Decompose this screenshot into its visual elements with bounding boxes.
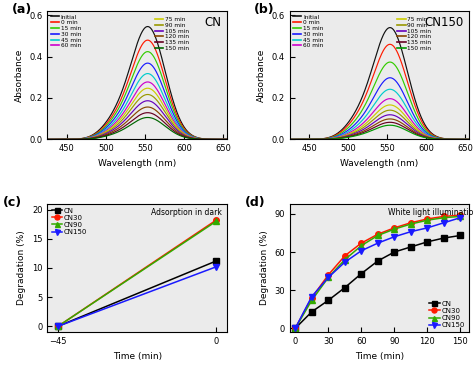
CN30 xyxy=(292,326,298,331)
CN30 xyxy=(408,220,414,225)
CN150 xyxy=(309,294,315,299)
CN150 xyxy=(326,275,331,280)
CN xyxy=(408,245,414,249)
CN150 xyxy=(392,235,397,239)
X-axis label: Time (min): Time (min) xyxy=(113,351,162,361)
X-axis label: Wavelength (nm): Wavelength (nm) xyxy=(98,159,176,168)
Line: CN150: CN150 xyxy=(292,215,463,331)
Text: Adsorption in dark: Adsorption in dark xyxy=(151,208,221,216)
CN90 xyxy=(326,275,331,280)
Y-axis label: Degradation (%): Degradation (%) xyxy=(18,231,27,305)
CN xyxy=(292,326,298,331)
CN xyxy=(326,298,331,303)
CN90 xyxy=(425,218,430,222)
CN90 xyxy=(408,222,414,226)
X-axis label: Time (min): Time (min) xyxy=(355,351,404,361)
CN xyxy=(392,250,397,254)
Text: CN150: CN150 xyxy=(425,16,464,29)
CN150 xyxy=(358,249,364,253)
CN xyxy=(457,233,463,238)
CN30 xyxy=(425,217,430,221)
Y-axis label: Absorbance: Absorbance xyxy=(257,49,266,102)
Y-axis label: Absorbance: Absorbance xyxy=(15,49,24,102)
CN150 xyxy=(457,215,463,220)
Text: (a): (a) xyxy=(11,3,32,16)
CN xyxy=(309,310,315,314)
CN30 xyxy=(342,254,347,258)
CN30 xyxy=(457,213,463,217)
Line: CN30: CN30 xyxy=(292,212,463,331)
CN xyxy=(342,285,347,290)
CN150 xyxy=(292,326,298,331)
Text: (d): (d) xyxy=(245,196,265,209)
X-axis label: Wavelength (nm): Wavelength (nm) xyxy=(340,159,419,168)
CN150 xyxy=(375,241,381,245)
CN150 xyxy=(408,230,414,234)
Line: CN90: CN90 xyxy=(292,214,463,331)
CN90 xyxy=(342,257,347,262)
CN xyxy=(375,259,381,263)
Text: (c): (c) xyxy=(2,196,22,209)
CN xyxy=(441,236,447,240)
Text: (b): (b) xyxy=(254,3,274,16)
CN30 xyxy=(358,241,364,245)
Legend: CN, CN30, CN90, CN150: CN, CN30, CN90, CN150 xyxy=(428,300,466,328)
CN90 xyxy=(309,298,315,303)
Text: CN: CN xyxy=(204,16,221,29)
CN150 xyxy=(441,220,447,225)
CN90 xyxy=(457,214,463,219)
Legend: 75 min, 90 min, 105 min, 120 min, 135 min, 150 min: 75 min, 90 min, 105 min, 120 min, 135 mi… xyxy=(155,16,190,51)
CN30 xyxy=(326,273,331,277)
Y-axis label: Degradation (%): Degradation (%) xyxy=(260,231,269,305)
CN150 xyxy=(342,260,347,264)
CN90 xyxy=(441,215,447,220)
CN30 xyxy=(375,232,381,237)
CN90 xyxy=(358,243,364,248)
Legend: 75 min, 90 min, 105 min, 120 min, 135 min, 150 min: 75 min, 90 min, 105 min, 120 min, 135 mi… xyxy=(397,16,432,51)
CN90 xyxy=(392,227,397,231)
Legend: CN, CN30, CN90, CN150: CN, CN30, CN90, CN150 xyxy=(51,207,88,236)
CN30 xyxy=(309,296,315,300)
CN xyxy=(425,240,430,244)
Line: CN: CN xyxy=(292,233,463,331)
CN90 xyxy=(292,326,298,331)
Text: White light illumination: White light illumination xyxy=(389,208,474,216)
CN30 xyxy=(392,226,397,230)
CN xyxy=(358,272,364,276)
CN90 xyxy=(375,233,381,238)
CN150 xyxy=(425,226,430,230)
CN30 xyxy=(441,214,447,219)
